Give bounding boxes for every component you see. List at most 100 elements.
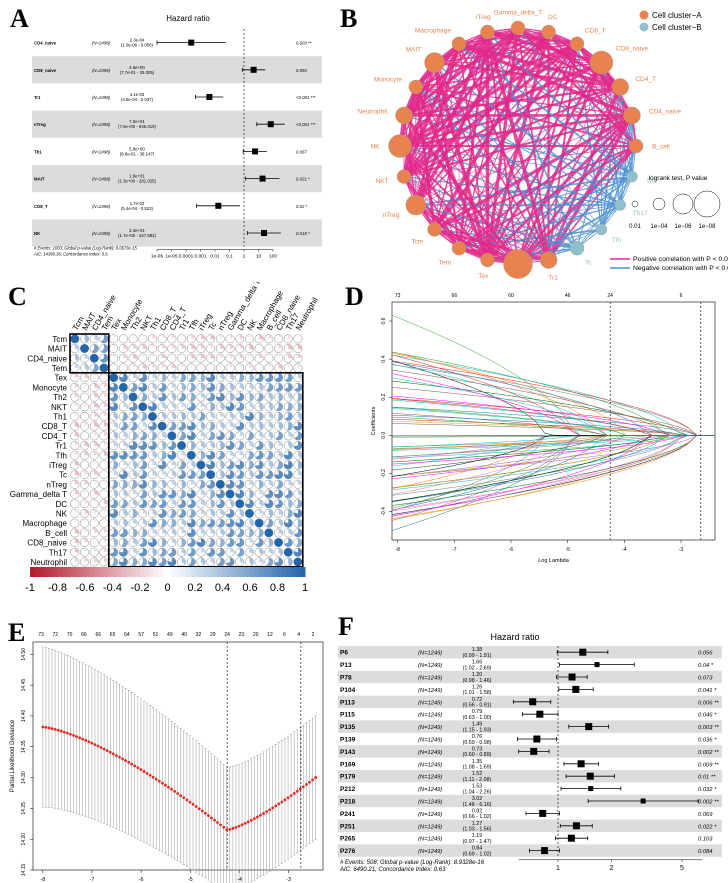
- heatmap-cell-fill: [276, 480, 283, 489]
- cv-point: [59, 729, 63, 733]
- forest-f-row-ci: (0.59 - 0.98): [463, 740, 492, 746]
- heatmap-cell-fill: [131, 480, 138, 489]
- lasso-top-tick-label: 73: [395, 293, 401, 299]
- cv-y-tick-label: 14.40: [21, 709, 27, 722]
- heatmap-cell-fill: [171, 354, 174, 359]
- heatmap-cell-fill: [74, 421, 80, 428]
- heatmap-cell-fill: [171, 538, 177, 545]
- heatmap-cell-fill: [94, 460, 97, 465]
- heatmap-cell-fill: [208, 431, 215, 441]
- heatmap-cell-fill: [112, 460, 118, 470]
- heatmap-cell-fill: [119, 470, 128, 479]
- heatmap-cell-fill: [287, 509, 293, 518]
- heatmap-cell-fill: [268, 480, 274, 487]
- forest-f-row-ci: (0.63 - 1.00): [463, 715, 492, 721]
- cv-y-tick-label: 14.20: [21, 833, 27, 846]
- colorbar-segment: [80, 567, 86, 577]
- heatmap-cell-fill: [200, 489, 206, 496]
- heatmap-row-label: B_cell: [45, 529, 67, 538]
- heatmap-cell-fill: [293, 509, 303, 518]
- heatmap-cell-fill: [128, 441, 138, 450]
- heatmap-cell-fill: [119, 548, 128, 557]
- forest-f-hr-marker: [529, 698, 537, 706]
- forest-f-hr-marker: [588, 786, 594, 792]
- heatmap-cell-fill: [113, 412, 118, 420]
- heatmap-cell-fill: [200, 392, 206, 399]
- network-edge: [600, 62, 621, 206]
- lasso-coefficient-path: [391, 361, 715, 436]
- heatmap-cell-fill: [274, 489, 283, 499]
- forest-f-row-ci: (1.01 - 1.58): [463, 690, 492, 696]
- lasso-coefficient-path: [391, 364, 715, 436]
- forest-a-row-p: <0.001 ***: [296, 122, 316, 127]
- heatmap-row-label: MAIT: [48, 345, 67, 354]
- heatmap-cell-fill: [133, 363, 137, 368]
- heatmap-cell-fill: [128, 402, 138, 411]
- heatmap-cell-fill: [84, 373, 89, 379]
- forest-a-row-hr: 4.6e+00: [129, 65, 145, 70]
- forest-f-row-p: 0.046 *: [698, 713, 717, 719]
- forest-a-row-hr: 1.7e-02: [130, 201, 145, 206]
- forest-a-footer-2: AIC: 14390.36; Concordance Index: 0.6: [33, 252, 108, 257]
- heatmap-cell-fill: [123, 363, 127, 368]
- network-edge: [403, 31, 488, 177]
- forest-a-hr-marker: [259, 175, 266, 182]
- forest-f-title: Hazard ratio: [490, 632, 539, 642]
- cv-point: [262, 812, 265, 815]
- forest-f-row-p: 0.032 *: [698, 787, 717, 793]
- lasso-top-tick-label: 6: [680, 293, 683, 299]
- colorbar-segment: [48, 567, 54, 577]
- network-edge: [517, 27, 550, 261]
- heatmap-cell-fill: [94, 470, 99, 475]
- heatmap-cell-fill: [249, 383, 254, 390]
- network-node-label: NK: [370, 144, 380, 151]
- cv-point: [118, 755, 121, 759]
- heatmap-cell-fill: [294, 431, 303, 441]
- heatmap-cell-fill: [259, 431, 264, 438]
- heatmap-cell-fill: [177, 470, 186, 479]
- panel-label-f: F: [338, 612, 354, 641]
- heatmap-cell-fill: [181, 354, 184, 359]
- heatmap-cell-fill: [84, 489, 88, 495]
- heatmap-cell-fill: [103, 441, 108, 446]
- heatmap-cell-fill: [152, 373, 157, 379]
- heatmap-cell-fill: [191, 354, 196, 359]
- heatmap-cell-fill: [264, 528, 274, 538]
- colorbar-segment: [30, 567, 36, 577]
- heatmap-row-label: iTreg: [49, 461, 67, 470]
- heatmap-cell-fill: [255, 538, 264, 547]
- heatmap-cell-fill: [238, 373, 245, 382]
- heatmap-cell-fill: [148, 441, 157, 450]
- heatmap-cell-fill: [217, 518, 225, 528]
- forest-f-row-n: (N=1249): [418, 762, 442, 768]
- cv-point: [314, 776, 318, 779]
- heatmap-cell-fill: [181, 557, 186, 565]
- heatmap-cell-fill: [113, 470, 118, 476]
- heatmap-cell-fill: [138, 383, 147, 392]
- heatmap-cell-fill: [84, 421, 89, 427]
- heatmap-cell-fill: [288, 334, 292, 339]
- heatmap-row-label: Neutrophil: [31, 558, 68, 567]
- colorbar-tick-label: -0.2: [131, 582, 150, 594]
- colorbar-segment: [52, 567, 58, 577]
- forest-f-footer-2: AIC: 6490.21; Concordance Index: 0.63: [339, 867, 446, 873]
- heatmap-cell-fill: [74, 499, 78, 504]
- heatmap-cell-fill: [230, 421, 235, 428]
- cv-point: [99, 746, 103, 749]
- cv-point: [148, 773, 152, 777]
- heatmap-cell-fill: [84, 402, 89, 407]
- heatmap-cell-fill: [100, 334, 109, 344]
- forest-a-row-p: 0.093: [296, 68, 307, 73]
- heatmap-cell-fill: [297, 470, 303, 476]
- heatmap-cell-fill: [210, 528, 215, 535]
- forest-f-row-hr: 1.20: [472, 672, 482, 678]
- heatmap-cell-fill: [180, 489, 186, 499]
- heatmap-cell-fill: [94, 373, 97, 378]
- heatmap-cell-fill: [152, 460, 157, 466]
- legend-size-circle: [672, 193, 694, 215]
- network-node-label: nTreg: [383, 212, 400, 219]
- forest-f-row-p: 0.036 *: [698, 738, 717, 744]
- lasso-coefficient-path: [391, 380, 715, 436]
- lasso-coefficient-path: [391, 435, 715, 516]
- heatmap-cell-fill: [188, 373, 196, 382]
